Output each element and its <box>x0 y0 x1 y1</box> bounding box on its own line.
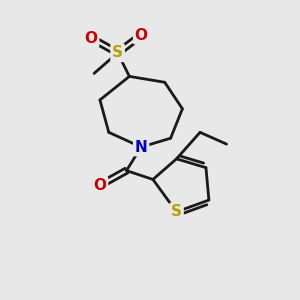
Text: S: S <box>112 45 123 60</box>
Text: O: O <box>135 28 148 43</box>
Text: N: N <box>135 140 148 154</box>
Text: O: O <box>93 178 106 193</box>
Text: O: O <box>85 31 98 46</box>
Text: S: S <box>171 204 182 219</box>
